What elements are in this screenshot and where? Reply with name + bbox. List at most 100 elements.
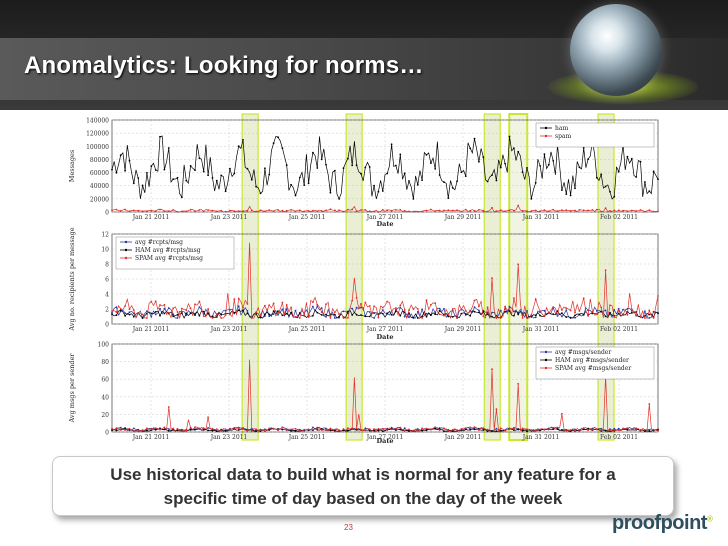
chart-1-series-2-point-182 bbox=[508, 307, 511, 310]
chart-0-series-0-point-96 bbox=[320, 158, 323, 161]
chart-0-series-0-point-14 bbox=[141, 184, 144, 187]
chart-1-series-0-point-230 bbox=[613, 309, 616, 311]
chart-0-series-1-point-202 bbox=[552, 208, 555, 211]
chart-1-series-1-point-208 bbox=[565, 316, 568, 318]
chart-1-series-1-point-210 bbox=[569, 316, 572, 319]
chart-1-series-2-point-122 bbox=[377, 316, 380, 319]
chart-2-series-2-point-114 bbox=[360, 429, 362, 431]
chart-2-series-0-point-228 bbox=[609, 428, 611, 430]
chart-2-series-2-point-184 bbox=[513, 428, 515, 430]
chart-1-series-0-point-94 bbox=[316, 305, 319, 308]
chart-0-series-0-point-84 bbox=[294, 194, 297, 197]
chart-2-series-1-point-78 bbox=[281, 428, 284, 431]
chart-1-series-1-point-112 bbox=[355, 313, 358, 316]
chart-1-series-1-point-150 bbox=[438, 309, 441, 312]
chart-0-series-0-point-132 bbox=[399, 153, 402, 156]
chart-0-series-1-point-98 bbox=[325, 209, 327, 212]
chart-1-series-0-point-142 bbox=[421, 308, 423, 311]
chart-1-series-2-point-236 bbox=[626, 313, 629, 316]
chart-0-series-1-point-74 bbox=[272, 210, 275, 213]
chart-1-series-0-point-76 bbox=[277, 314, 279, 316]
chart-0-ytick-label-3: 60000 bbox=[90, 170, 109, 177]
chart-1-series-2-point-44 bbox=[207, 308, 210, 310]
chart-0-series-0-point-6 bbox=[124, 169, 126, 172]
chart-1-series-2-point-202 bbox=[552, 306, 555, 308]
chart-2-series-1-point-188 bbox=[521, 429, 524, 432]
chart-0-series-1-point-232 bbox=[617, 209, 620, 212]
chart-0-series-0-point-138 bbox=[412, 198, 415, 200]
chart-1-series-0-point-74 bbox=[272, 313, 275, 315]
chart-0-series-0-point-70 bbox=[264, 167, 266, 170]
chart-2-series-1-point-164 bbox=[469, 428, 472, 431]
chart-2-series-0-point-44 bbox=[207, 427, 210, 429]
chart-2-series-2-point-132 bbox=[399, 426, 402, 429]
chart-1-series-1-point-60 bbox=[242, 309, 244, 312]
chart-1-series-2-point-12 bbox=[137, 312, 140, 315]
chart-0-series-0-point-208 bbox=[565, 193, 568, 195]
chart-2-series-2-point-14 bbox=[141, 429, 144, 432]
chart-1-series-0-point-226 bbox=[604, 309, 607, 312]
chart-2-series-1-point-82 bbox=[290, 430, 292, 432]
chart-0-series-1-point-134 bbox=[403, 209, 406, 212]
chart-1-series-2-point-164 bbox=[469, 310, 472, 313]
chart-1-series-1-point-148 bbox=[434, 313, 437, 316]
chart-0-legend-label-1: spam bbox=[555, 133, 571, 140]
chart-2-ytick-label-2: 40 bbox=[101, 394, 109, 401]
logo-text: proofpoint bbox=[612, 512, 707, 534]
chart-2-series-0-point-26 bbox=[167, 428, 170, 430]
chart-0-series-1-point-4 bbox=[119, 210, 122, 212]
caption-box: Use historical data to build what is nor… bbox=[52, 456, 674, 516]
chart-0-legend-marker-0 bbox=[544, 126, 548, 130]
chart-1-series-1-point-212 bbox=[574, 314, 576, 317]
chart-1-series-1-point-0 bbox=[111, 313, 113, 316]
chart-2-series-2-point-100 bbox=[329, 427, 332, 430]
chart-2-legend-box bbox=[535, 346, 655, 380]
chart-2-series-2-point-246 bbox=[648, 403, 651, 405]
chart-0-series-1-point-152 bbox=[443, 209, 445, 212]
chart-0-series-1-point-22 bbox=[159, 208, 161, 211]
chart-0-series-0-point-230 bbox=[613, 195, 616, 198]
chart-1-series-0-point-166 bbox=[473, 306, 476, 309]
chart-1-ylabel: Avg no. recipients per message bbox=[68, 227, 76, 331]
chart-0-series-1-point-66 bbox=[255, 210, 257, 213]
chart-2-series-0-point-10 bbox=[132, 427, 135, 430]
chart-2-xtick-label-6: Feb 02 2011 bbox=[600, 434, 638, 441]
chart-2-series-2-point-120 bbox=[373, 428, 375, 430]
chart-0-series-0-point-168 bbox=[478, 160, 480, 163]
chart-0-series-1-point-166 bbox=[473, 210, 476, 212]
chart-1-series-2-point-250 bbox=[657, 295, 659, 297]
chart-0-series-1-point-102 bbox=[333, 209, 336, 212]
chart-2-legend-marker-1 bbox=[544, 358, 548, 362]
chart-1-series-1-point-36 bbox=[189, 312, 192, 315]
chart-0-series-0-point-162 bbox=[464, 175, 467, 177]
chart-2-series-2-point-186 bbox=[517, 382, 520, 385]
chart-2-series-0-point-176 bbox=[495, 427, 498, 430]
chart-1-series-2-point-150 bbox=[438, 313, 441, 316]
chart-2-series-1-point-132 bbox=[399, 428, 402, 431]
chart-1-series-2-point-76 bbox=[277, 311, 279, 314]
chart-1-series-1-point-68 bbox=[259, 316, 262, 318]
chart-0-series-0-point-36 bbox=[189, 165, 192, 167]
chart-0-series-0-point-210 bbox=[569, 194, 572, 197]
chart-0-series-0-point-200 bbox=[547, 163, 550, 166]
chart-1-series-2-point-106 bbox=[342, 317, 345, 319]
chart-1-series-0-point-62 bbox=[246, 310, 249, 312]
chart-1-series-1-point-216 bbox=[582, 314, 585, 316]
chart-2-series-2-point-6 bbox=[124, 429, 126, 431]
chart-0-series-0-point-174 bbox=[491, 174, 493, 176]
chart-2-series-2-point-12 bbox=[137, 430, 140, 432]
chart-2-series-2-point-26 bbox=[167, 406, 170, 408]
chart-1-series-2-point-242 bbox=[639, 316, 642, 318]
chart-2-series-2-point-112 bbox=[355, 427, 358, 430]
chart-1-legend-label-0: avg #rcpts/msg bbox=[135, 239, 183, 246]
chart-1-series-1-point-110 bbox=[351, 314, 354, 316]
chart-1-series-0-point-174 bbox=[491, 311, 493, 314]
chart-2-ytick-label-3: 60 bbox=[101, 377, 109, 384]
chart-2-series-2-point-18 bbox=[150, 428, 153, 431]
chart-1-series-1-point-164 bbox=[469, 314, 472, 317]
chart-1-series-1-point-116 bbox=[364, 315, 367, 317]
proofpoint-logo: proofpoint® bbox=[612, 512, 713, 535]
chart-0-ytick-label-0: 0 bbox=[105, 210, 109, 217]
chart-1-series-2-point-16 bbox=[146, 317, 148, 319]
chart-0-series-1-point-64 bbox=[250, 209, 253, 212]
